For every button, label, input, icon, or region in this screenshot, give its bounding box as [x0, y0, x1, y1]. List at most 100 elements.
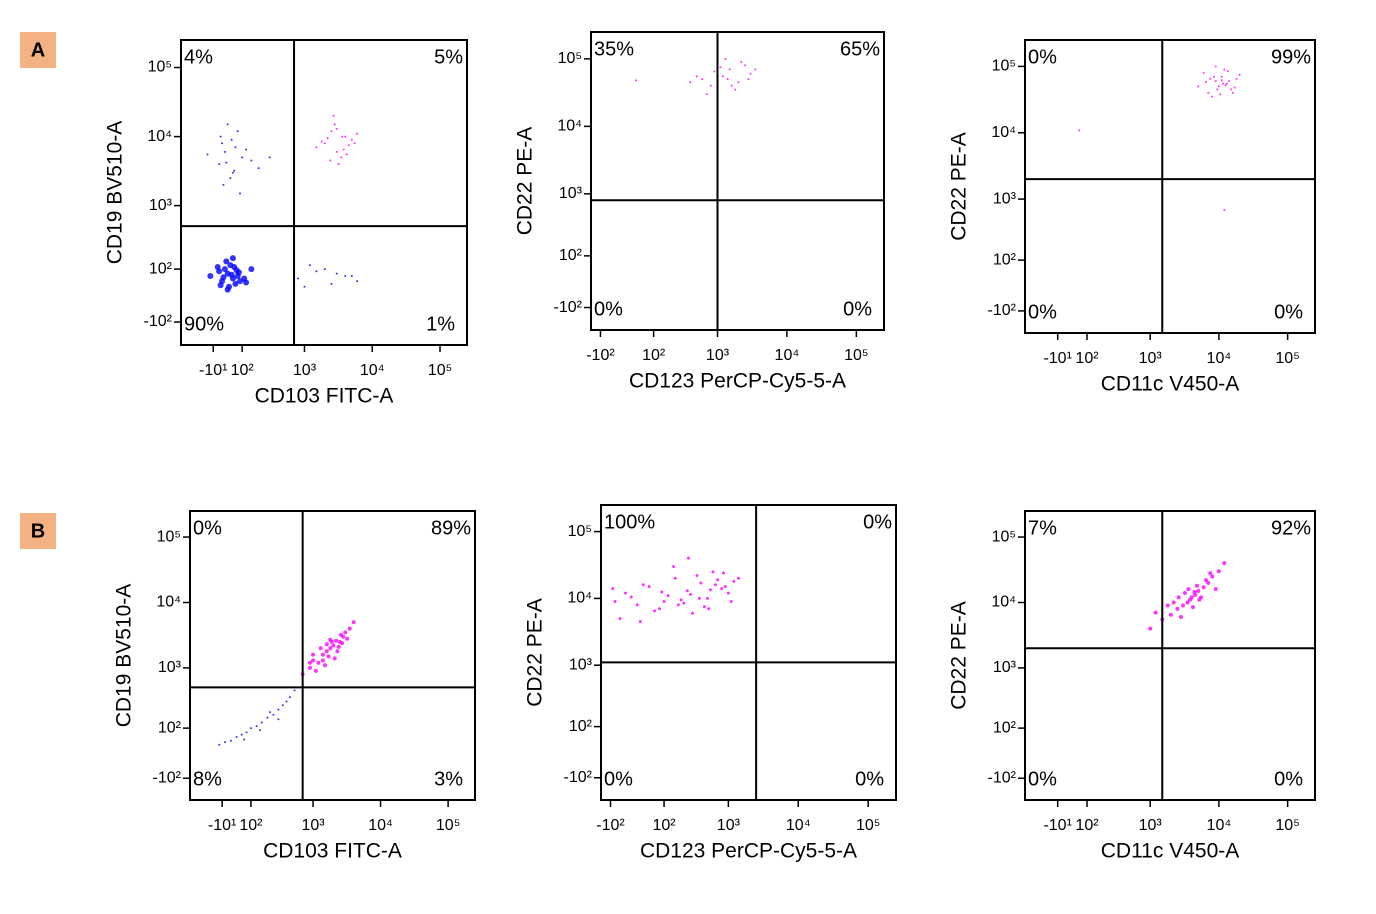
panel-label-box [20, 513, 56, 549]
event-dot [724, 57, 727, 60]
event-dot [1214, 65, 1217, 68]
event-dot [353, 142, 356, 145]
event-dot [1186, 587, 1191, 592]
event-dot [236, 130, 239, 133]
event-dot [1213, 75, 1216, 78]
event-dot [206, 153, 209, 156]
quadrant-percent: 0% [855, 768, 884, 790]
plot-frame [600, 504, 897, 801]
event-dot [695, 75, 698, 78]
x-tick-label: -10² [586, 347, 615, 364]
event-dot [329, 159, 332, 162]
quadrant-percent: 89% [431, 517, 471, 539]
y-tick-label: 10⁴ [567, 590, 592, 607]
event-dot [711, 570, 715, 574]
quadrant-percent: 0% [1028, 768, 1057, 790]
event-dot [732, 579, 736, 583]
event-dot [1178, 615, 1183, 620]
quadrant-percent: 4% [184, 46, 213, 68]
event-dot [335, 150, 338, 153]
event-dot [313, 668, 318, 673]
x-axis-label: CD11c V450-A [1101, 840, 1240, 863]
event-dot [726, 78, 729, 81]
event-dot [248, 266, 255, 273]
event-dot [330, 130, 333, 133]
y-tick-label: 10² [569, 718, 593, 735]
event-dot [1171, 600, 1176, 605]
event-dot [266, 716, 269, 719]
y-tick-label: 10³ [993, 190, 1017, 207]
y-tick-label: 10⁴ [156, 594, 181, 611]
event-dot [1222, 561, 1227, 566]
y-axis-label: CD19 BV510-A [113, 584, 136, 728]
event-dot [259, 729, 262, 732]
y-tick-label: 10³ [149, 197, 173, 214]
x-tick-label: 10⁵ [1275, 817, 1299, 834]
y-tick-label: 10⁵ [992, 58, 1016, 75]
event-dot [1209, 77, 1212, 80]
x-tick-label: -10¹ [1043, 350, 1071, 367]
y-tick-label: -10² [564, 769, 593, 786]
event-dot [307, 660, 312, 665]
event-dot [707, 607, 711, 611]
event-dot [229, 177, 232, 180]
event-dot [315, 146, 318, 149]
event-dot [257, 167, 260, 170]
event-dot [293, 689, 296, 692]
event-dot [705, 93, 708, 96]
event-dot [740, 60, 743, 63]
event-dot [1185, 600, 1190, 605]
event-dot [747, 78, 750, 81]
event-dot [308, 264, 311, 267]
event-dot [1175, 606, 1180, 611]
event-dot [1187, 597, 1192, 602]
event-dot [217, 282, 224, 289]
event-dot [1213, 587, 1218, 592]
event-dot [689, 592, 693, 596]
y-tick-label: 10³ [569, 656, 593, 673]
y-tick-label: 10⁵ [148, 59, 172, 76]
quadrant-percent: 0% [193, 517, 222, 539]
event-dot [611, 587, 615, 591]
event-dot [1216, 569, 1221, 574]
y-tick-label: -10² [554, 299, 583, 316]
quadrant-percent: 100% [604, 511, 655, 533]
event-dot [328, 637, 333, 642]
event-dot [744, 64, 747, 67]
event-dot [1238, 73, 1241, 76]
event-dot [660, 590, 664, 594]
quadrant-percent: 0% [1274, 768, 1303, 790]
y-axis-label: CD22 PE-A [948, 601, 971, 710]
event-dot [708, 588, 712, 592]
event-dot [691, 611, 695, 615]
y-axis-label: CD22 PE-A [524, 598, 547, 707]
x-tick-label: 10⁴ [786, 817, 811, 834]
x-tick-label: 10² [1075, 350, 1099, 367]
event-dot [337, 163, 340, 166]
event-dot [281, 704, 284, 707]
event-dot [1222, 82, 1225, 85]
event-dot [1176, 595, 1181, 600]
event-dot [1233, 86, 1236, 89]
event-dot [351, 620, 356, 625]
event-dot [255, 725, 258, 728]
event-dot [303, 285, 306, 288]
x-tick-label: 10⁵ [436, 817, 460, 834]
event-dot [218, 163, 221, 166]
event-dot [689, 81, 692, 84]
x-tick-label: 10⁵ [1275, 350, 1299, 367]
event-dot [332, 656, 337, 661]
x-tick-label: 10⁵ [844, 347, 868, 364]
event-dot [356, 280, 359, 283]
event-dot [277, 718, 280, 721]
event-dot [229, 255, 236, 262]
event-dot [235, 269, 242, 276]
x-tick-label: 10³ [293, 362, 317, 379]
plot-frame [1024, 510, 1316, 801]
event-dot [754, 68, 757, 71]
event-dot [226, 123, 229, 126]
event-dot [1194, 583, 1199, 588]
event-dot [340, 156, 343, 159]
event-dot [268, 156, 271, 159]
